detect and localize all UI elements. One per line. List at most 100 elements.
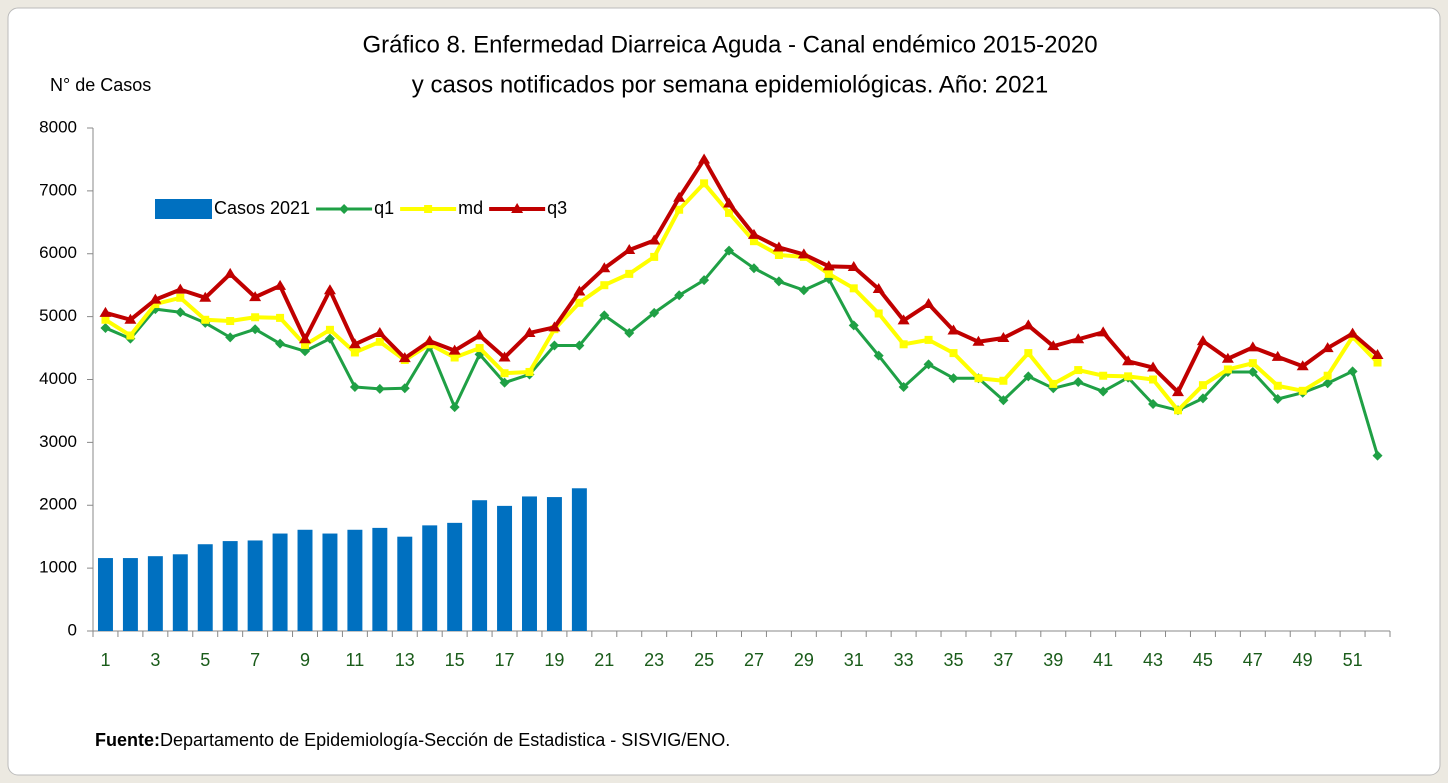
x-tick-label: 9 bbox=[300, 650, 310, 670]
marker bbox=[1099, 371, 1108, 380]
legend-swatch bbox=[155, 199, 212, 219]
bar bbox=[222, 541, 238, 631]
bar bbox=[422, 525, 438, 631]
marker bbox=[1247, 366, 1258, 377]
marker bbox=[997, 332, 1010, 343]
line bbox=[104, 181, 1379, 413]
marker bbox=[698, 153, 711, 164]
marker bbox=[922, 298, 935, 309]
bar bbox=[497, 505, 513, 631]
marker bbox=[848, 320, 859, 331]
marker bbox=[1097, 326, 1110, 337]
marker bbox=[1373, 358, 1382, 367]
legend-label: md bbox=[458, 198, 483, 218]
marker bbox=[511, 203, 524, 213]
marker bbox=[423, 335, 436, 346]
x-tick-label: 37 bbox=[993, 650, 1013, 670]
marker bbox=[1074, 366, 1083, 375]
marker bbox=[1372, 450, 1383, 461]
y-tick-label: 0 bbox=[68, 620, 77, 639]
marker bbox=[723, 197, 736, 208]
marker bbox=[998, 395, 1009, 406]
y-tick-label: 6000 bbox=[39, 243, 77, 262]
marker bbox=[774, 251, 783, 260]
marker bbox=[398, 352, 411, 363]
marker bbox=[1149, 375, 1158, 384]
x-tick-label: 21 bbox=[594, 650, 614, 670]
marker bbox=[822, 260, 835, 271]
bar bbox=[247, 540, 263, 631]
x-tick-label: 5 bbox=[200, 650, 210, 670]
marker bbox=[251, 313, 260, 322]
marker bbox=[124, 313, 137, 324]
marker bbox=[1298, 386, 1307, 395]
markers bbox=[99, 153, 1384, 397]
marker bbox=[225, 332, 236, 343]
marker bbox=[999, 376, 1008, 385]
marker bbox=[699, 275, 710, 286]
marker bbox=[149, 293, 162, 304]
x-tick-label: 35 bbox=[943, 650, 963, 670]
marker bbox=[849, 284, 858, 293]
marker bbox=[747, 228, 760, 239]
marker bbox=[448, 344, 461, 355]
marker bbox=[475, 344, 484, 353]
marker bbox=[947, 324, 960, 335]
marker bbox=[574, 340, 585, 351]
marker bbox=[126, 331, 135, 340]
marker bbox=[749, 237, 758, 246]
marker bbox=[675, 205, 684, 214]
marker bbox=[872, 282, 885, 293]
marker bbox=[499, 377, 510, 388]
marker bbox=[898, 382, 909, 393]
marker bbox=[1171, 386, 1184, 397]
marker bbox=[874, 309, 883, 318]
marker bbox=[600, 281, 609, 290]
y-tick-label: 4000 bbox=[39, 369, 77, 388]
marker bbox=[1049, 379, 1058, 388]
marker bbox=[725, 208, 734, 217]
x-tick-label: 47 bbox=[1243, 650, 1263, 670]
marker bbox=[797, 248, 810, 259]
marker bbox=[648, 234, 661, 245]
x-tick-label: 33 bbox=[894, 650, 914, 670]
marker bbox=[1322, 378, 1333, 389]
marker bbox=[624, 327, 635, 338]
marker bbox=[1196, 335, 1209, 346]
x-tick-label: 43 bbox=[1143, 650, 1163, 670]
marker bbox=[101, 315, 110, 324]
marker bbox=[151, 300, 160, 309]
bar bbox=[172, 554, 188, 631]
marker bbox=[339, 204, 350, 214]
marker bbox=[674, 290, 685, 301]
x-tick-label: 29 bbox=[794, 650, 814, 670]
x-tick-label: 1 bbox=[100, 650, 110, 670]
marker bbox=[772, 241, 785, 252]
marker bbox=[1223, 365, 1232, 374]
source: Fuente:Departamento de Epidemiología-Sec… bbox=[95, 730, 730, 750]
line bbox=[104, 249, 1379, 457]
marker bbox=[175, 307, 186, 318]
x-tick-label: 17 bbox=[495, 650, 515, 670]
marker bbox=[1346, 327, 1359, 338]
marker bbox=[798, 285, 809, 296]
marker bbox=[598, 262, 611, 273]
bar bbox=[147, 556, 163, 631]
marker bbox=[1197, 393, 1208, 404]
legend-label: Casos 2021 bbox=[214, 198, 310, 218]
bar bbox=[372, 527, 388, 631]
marker bbox=[224, 267, 237, 278]
marker bbox=[375, 337, 384, 346]
marker bbox=[1248, 359, 1257, 368]
marker bbox=[323, 284, 336, 295]
marker bbox=[847, 260, 860, 271]
marker bbox=[673, 191, 686, 202]
x-tick-label: 45 bbox=[1193, 650, 1213, 670]
bar bbox=[322, 533, 338, 631]
marker bbox=[100, 322, 111, 333]
bar bbox=[571, 488, 587, 631]
bar bbox=[447, 522, 463, 631]
marker bbox=[1271, 350, 1284, 361]
marker bbox=[623, 243, 636, 254]
marker bbox=[1047, 340, 1060, 351]
